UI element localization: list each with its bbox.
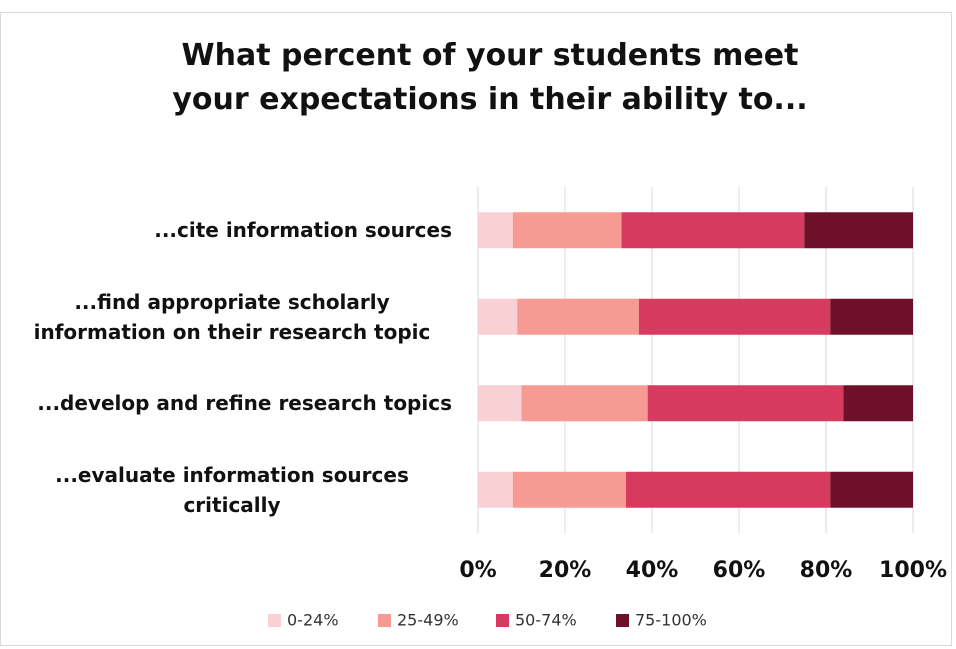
bar-segment [521, 385, 648, 422]
chart-title: What percent of your students meet your … [172, 38, 808, 117]
legend-swatch [616, 614, 629, 627]
legend-swatch [268, 614, 281, 627]
bar-segment [804, 212, 913, 249]
bar-segment [478, 385, 522, 422]
y-tick-label: ...cite information sources [154, 218, 452, 243]
category-label-box: ...develop and refine research topics [12, 388, 452, 418]
legend-label: 75-100% [635, 611, 707, 630]
category-label-box: ...cite information sources [12, 215, 452, 245]
bar-segment [478, 212, 513, 249]
chart-frame [0, 12, 952, 646]
bar-segment [830, 471, 913, 508]
category-label-box: ...find appropriate scholarly informatio… [12, 287, 452, 347]
bar-segment [625, 471, 831, 508]
y-tick-label: ...evaluate information sources critical… [55, 462, 409, 517]
y-tick-label: ...find appropriate scholarly informatio… [33, 289, 431, 344]
x-tick-label: 40% [626, 558, 679, 583]
bar-segment [843, 385, 913, 422]
legend-label: 50-74% [515, 611, 577, 630]
bar-segment [512, 471, 626, 508]
bar-segment [512, 212, 622, 249]
legend-swatch [496, 614, 509, 627]
x-tick-label: 20% [539, 558, 592, 583]
x-tick-label: 100% [879, 558, 947, 583]
y-tick-label: ...develop and refine research topics [37, 391, 452, 416]
bar-segment [647, 385, 844, 422]
bar-segment [638, 298, 831, 335]
x-tick-label: 80% [800, 558, 853, 583]
bar-segment [517, 298, 639, 335]
legend-label: 25-49% [397, 611, 459, 630]
category-label-box: ...evaluate information sources critical… [12, 460, 452, 520]
x-tick-label: 0% [459, 558, 496, 583]
bar-segment [621, 212, 805, 249]
legend-swatch [378, 614, 391, 627]
bar-segment [478, 298, 518, 335]
legend-label: 0-24% [287, 611, 339, 630]
x-tick-label: 60% [713, 558, 766, 583]
bar-segment [830, 298, 913, 335]
bar-segment [478, 471, 513, 508]
